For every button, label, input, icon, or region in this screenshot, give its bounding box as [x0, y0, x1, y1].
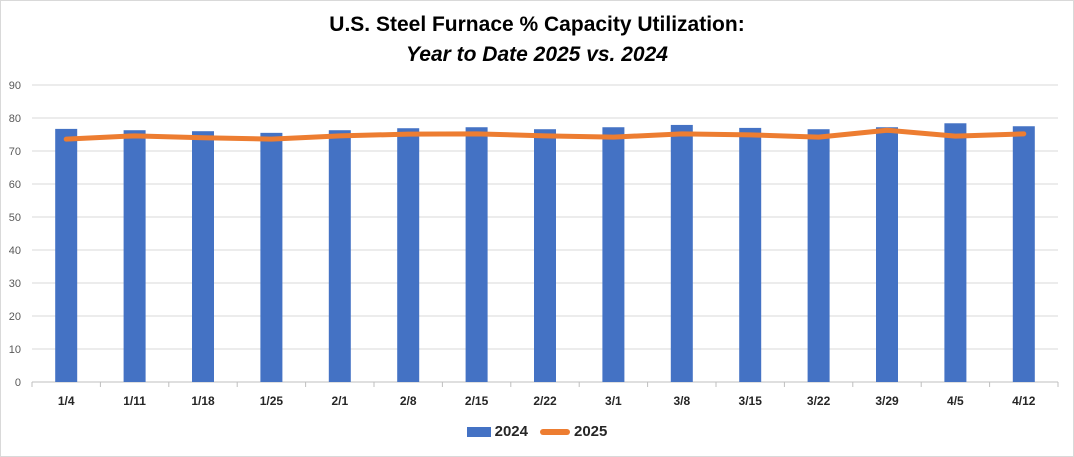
legend-label-2025: 2025: [574, 423, 608, 440]
x-tick-label: 2/1: [331, 394, 348, 408]
x-tick-label: 1/25: [260, 394, 284, 408]
chart-subtitle: Year to Date 2025 vs. 2024: [406, 43, 668, 66]
x-tick-label: 3/15: [739, 394, 763, 408]
x-tick-label: 3/1: [605, 394, 622, 408]
x-axis-ticks: 1/4 1/11 1/18 1/25 2/1 2/8 2/15 2/22 3/1 3/8 3/15 3…: [31, 382, 1059, 408]
bar-2024-3/29: [876, 127, 898, 383]
bar-2024-1/25: [260, 132, 283, 382]
legend-swatch-2024: [466, 426, 491, 437]
x-tick-label: 1/11: [123, 394, 146, 408]
bar-2024-1/4: [55, 128, 78, 382]
bar-2024-1/18: [192, 131, 214, 382]
bar-2024-2/15: [465, 127, 488, 383]
x-tick-label: 3/29: [875, 394, 899, 408]
x-tick-label: 1/4: [58, 394, 75, 408]
y-tick-label: 30: [9, 278, 21, 290]
x-tick-label: 2/22: [533, 394, 557, 408]
x-tick-label: 2/8: [400, 394, 417, 408]
y-axis-ticks: 0 10 20 30 40 50 60 70 80 90: [9, 80, 21, 389]
bar-2024-3/1: [602, 127, 625, 383]
y-tick-label: 0: [15, 377, 21, 389]
x-tick-label: 1/18: [191, 394, 215, 408]
bar-2024-2/22: [534, 129, 556, 382]
y-tick-label: 50: [9, 212, 21, 224]
series-2024-bars: [55, 123, 1035, 383]
bar-2024-1/11: [123, 130, 146, 382]
legend-swatch-2025: [540, 428, 570, 435]
x-tick-label: 3/22: [807, 394, 831, 408]
legend-item-2024: 2024: [466, 423, 528, 440]
chart-title: U.S. Steel Furnace % Capacity Utilizatio…: [0, 10, 1074, 70]
bar-2024-3/22: [807, 129, 830, 382]
chart-title-line1: U.S. Steel Furnace % Capacity Utilizatio…: [329, 13, 745, 36]
y-tick-label: 90: [9, 80, 21, 92]
y-tick-label: 10: [9, 344, 21, 356]
bar-2024-2/1: [328, 130, 351, 382]
bar-2024-3/15: [739, 127, 762, 383]
x-tick-label: 2/15: [465, 394, 489, 408]
bar-2024-4/12: [1012, 126, 1035, 382]
y-tick-label: 60: [9, 179, 21, 191]
legend: 2024 2025: [0, 423, 1074, 440]
x-tick-label: 4/12: [1012, 394, 1036, 408]
bar-2024-3/8: [670, 124, 693, 383]
bar-2024-2/8: [397, 128, 420, 382]
bar-2024-4/5: [944, 123, 967, 382]
y-tick-label: 40: [9, 245, 21, 257]
x-tick-label: 4/5: [947, 394, 964, 408]
x-tick-label: 3/8: [673, 394, 690, 408]
y-tick-label: 20: [9, 311, 21, 323]
legend-item-2025: 2025: [540, 423, 607, 440]
legend-label-2024: 2024: [494, 423, 528, 440]
y-tick-label: 70: [9, 146, 21, 158]
series-2025-line-group: [63, 127, 1027, 142]
y-tick-label: 80: [9, 113, 21, 125]
